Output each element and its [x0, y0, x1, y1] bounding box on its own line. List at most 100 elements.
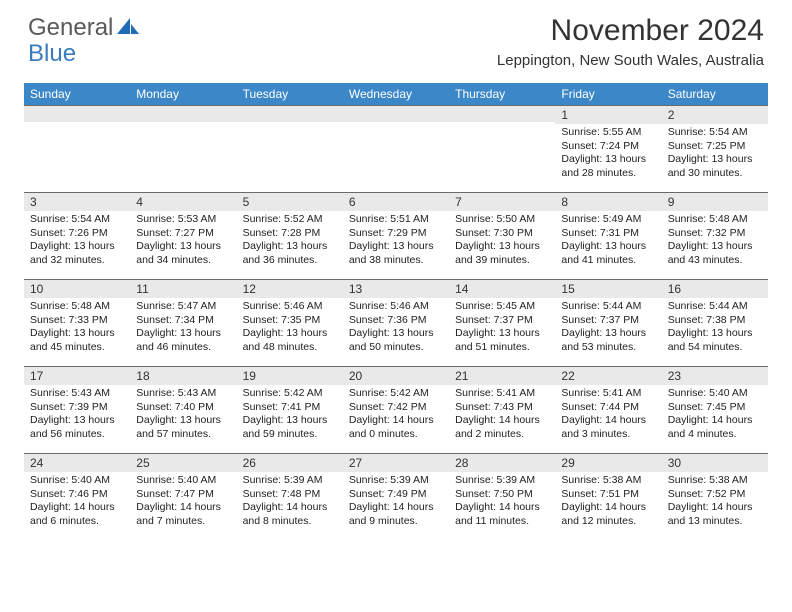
- sunrise-text: Sunrise: 5:48 AM: [668, 213, 762, 227]
- calendar-cell: 19Sunrise: 5:42 AMSunset: 7:41 PMDayligh…: [237, 367, 343, 454]
- day-content: Sunrise: 5:40 AMSunset: 7:47 PMDaylight:…: [130, 472, 236, 533]
- day-content: Sunrise: 5:54 AMSunset: 7:25 PMDaylight:…: [662, 124, 768, 185]
- sunrise-text: Sunrise: 5:42 AM: [349, 387, 443, 401]
- day-content: Sunrise: 5:38 AMSunset: 7:51 PMDaylight:…: [555, 472, 661, 533]
- daylight-text: Daylight: 13 hours and 39 minutes.: [455, 240, 549, 267]
- calendar-cell: 1Sunrise: 5:55 AMSunset: 7:24 PMDaylight…: [555, 106, 661, 193]
- calendar-cell: 2Sunrise: 5:54 AMSunset: 7:25 PMDaylight…: [662, 106, 768, 193]
- calendar-cell: 13Sunrise: 5:46 AMSunset: 7:36 PMDayligh…: [343, 280, 449, 367]
- calendar-row: 24Sunrise: 5:40 AMSunset: 7:46 PMDayligh…: [24, 454, 768, 541]
- calendar-cell: [449, 106, 555, 193]
- day-number: 29: [555, 454, 661, 472]
- sunset-text: Sunset: 7:31 PM: [561, 227, 655, 241]
- calendar-cell: 10Sunrise: 5:48 AMSunset: 7:33 PMDayligh…: [24, 280, 130, 367]
- day-number: 1: [555, 106, 661, 124]
- day-number: 19: [237, 367, 343, 385]
- calendar-cell: 21Sunrise: 5:41 AMSunset: 7:43 PMDayligh…: [449, 367, 555, 454]
- sunrise-text: Sunrise: 5:39 AM: [243, 474, 337, 488]
- day-number: 15: [555, 280, 661, 298]
- sunset-text: Sunset: 7:43 PM: [455, 401, 549, 415]
- daylight-text: Daylight: 14 hours and 0 minutes.: [349, 414, 443, 441]
- calendar-cell: 14Sunrise: 5:45 AMSunset: 7:37 PMDayligh…: [449, 280, 555, 367]
- sunset-text: Sunset: 7:44 PM: [561, 401, 655, 415]
- day-content: Sunrise: 5:49 AMSunset: 7:31 PMDaylight:…: [555, 211, 661, 272]
- day-content: Sunrise: 5:48 AMSunset: 7:33 PMDaylight:…: [24, 298, 130, 359]
- calendar-cell: 12Sunrise: 5:46 AMSunset: 7:35 PMDayligh…: [237, 280, 343, 367]
- sunrise-text: Sunrise: 5:44 AM: [668, 300, 762, 314]
- logo: General: [28, 14, 141, 42]
- calendar-cell: [130, 106, 236, 193]
- day-content: Sunrise: 5:42 AMSunset: 7:41 PMDaylight:…: [237, 385, 343, 446]
- day-header: Thursday: [449, 83, 555, 106]
- calendar-cell: 18Sunrise: 5:43 AMSunset: 7:40 PMDayligh…: [130, 367, 236, 454]
- daylight-text: Daylight: 13 hours and 34 minutes.: [136, 240, 230, 267]
- sunset-text: Sunset: 7:33 PM: [30, 314, 124, 328]
- sunset-text: Sunset: 7:37 PM: [455, 314, 549, 328]
- day-number: 3: [24, 193, 130, 211]
- daylight-text: Daylight: 14 hours and 12 minutes.: [561, 501, 655, 528]
- sunset-text: Sunset: 7:39 PM: [30, 401, 124, 415]
- day-number: 2: [662, 106, 768, 124]
- sunset-text: Sunset: 7:32 PM: [668, 227, 762, 241]
- sunrise-text: Sunrise: 5:38 AM: [668, 474, 762, 488]
- daylight-text: Daylight: 14 hours and 13 minutes.: [668, 501, 762, 528]
- day-number: 27: [343, 454, 449, 472]
- sunrise-text: Sunrise: 5:54 AM: [668, 126, 762, 140]
- sunset-text: Sunset: 7:30 PM: [455, 227, 549, 241]
- day-number: 18: [130, 367, 236, 385]
- sunrise-text: Sunrise: 5:39 AM: [455, 474, 549, 488]
- sunrise-text: Sunrise: 5:45 AM: [455, 300, 549, 314]
- day-header: Tuesday: [237, 83, 343, 106]
- day-content: Sunrise: 5:47 AMSunset: 7:34 PMDaylight:…: [130, 298, 236, 359]
- month-title: November 2024: [497, 14, 764, 48]
- calendar-row: 17Sunrise: 5:43 AMSunset: 7:39 PMDayligh…: [24, 367, 768, 454]
- daylight-text: Daylight: 13 hours and 28 minutes.: [561, 153, 655, 180]
- calendar-cell: 7Sunrise: 5:50 AMSunset: 7:30 PMDaylight…: [449, 193, 555, 280]
- daylight-text: Daylight: 14 hours and 3 minutes.: [561, 414, 655, 441]
- sunrise-text: Sunrise: 5:42 AM: [243, 387, 337, 401]
- sunrise-text: Sunrise: 5:46 AM: [349, 300, 443, 314]
- daylight-text: Daylight: 14 hours and 8 minutes.: [243, 501, 337, 528]
- day-number: 5: [237, 193, 343, 211]
- sunset-text: Sunset: 7:34 PM: [136, 314, 230, 328]
- day-header: Wednesday: [343, 83, 449, 106]
- sunset-text: Sunset: 7:48 PM: [243, 488, 337, 502]
- day-number: 16: [662, 280, 768, 298]
- sunset-text: Sunset: 7:36 PM: [349, 314, 443, 328]
- daylight-text: Daylight: 13 hours and 43 minutes.: [668, 240, 762, 267]
- day-content: Sunrise: 5:39 AMSunset: 7:48 PMDaylight:…: [237, 472, 343, 533]
- calendar-cell: 26Sunrise: 5:39 AMSunset: 7:48 PMDayligh…: [237, 454, 343, 541]
- day-number: 30: [662, 454, 768, 472]
- sunrise-text: Sunrise: 5:49 AM: [561, 213, 655, 227]
- sunset-text: Sunset: 7:42 PM: [349, 401, 443, 415]
- sunrise-text: Sunrise: 5:48 AM: [30, 300, 124, 314]
- sunset-text: Sunset: 7:26 PM: [30, 227, 124, 241]
- calendar-table: Sunday Monday Tuesday Wednesday Thursday…: [24, 83, 768, 541]
- daylight-text: Daylight: 13 hours and 36 minutes.: [243, 240, 337, 267]
- daylight-text: Daylight: 13 hours and 48 minutes.: [243, 327, 337, 354]
- calendar-cell: 29Sunrise: 5:38 AMSunset: 7:51 PMDayligh…: [555, 454, 661, 541]
- location-text: Leppington, New South Wales, Australia: [497, 52, 764, 69]
- calendar-body: 1Sunrise: 5:55 AMSunset: 7:24 PMDaylight…: [24, 106, 768, 541]
- sunset-text: Sunset: 7:45 PM: [668, 401, 762, 415]
- day-header: Friday: [555, 83, 661, 106]
- sunrise-text: Sunrise: 5:55 AM: [561, 126, 655, 140]
- calendar-cell: 25Sunrise: 5:40 AMSunset: 7:47 PMDayligh…: [130, 454, 236, 541]
- day-content: Sunrise: 5:50 AMSunset: 7:30 PMDaylight:…: [449, 211, 555, 272]
- calendar-cell: 30Sunrise: 5:38 AMSunset: 7:52 PMDayligh…: [662, 454, 768, 541]
- day-number: 14: [449, 280, 555, 298]
- day-number: [449, 106, 555, 122]
- day-number: [343, 106, 449, 122]
- day-content: Sunrise: 5:46 AMSunset: 7:36 PMDaylight:…: [343, 298, 449, 359]
- sunset-text: Sunset: 7:40 PM: [136, 401, 230, 415]
- sunset-text: Sunset: 7:49 PM: [349, 488, 443, 502]
- calendar-cell: 11Sunrise: 5:47 AMSunset: 7:34 PMDayligh…: [130, 280, 236, 367]
- daylight-text: Daylight: 14 hours and 6 minutes.: [30, 501, 124, 528]
- daylight-text: Daylight: 13 hours and 57 minutes.: [136, 414, 230, 441]
- day-content: Sunrise: 5:54 AMSunset: 7:26 PMDaylight:…: [24, 211, 130, 272]
- day-content: Sunrise: 5:41 AMSunset: 7:43 PMDaylight:…: [449, 385, 555, 446]
- calendar-cell: 24Sunrise: 5:40 AMSunset: 7:46 PMDayligh…: [24, 454, 130, 541]
- sunset-text: Sunset: 7:47 PM: [136, 488, 230, 502]
- daylight-text: Daylight: 14 hours and 4 minutes.: [668, 414, 762, 441]
- day-header-row: Sunday Monday Tuesday Wednesday Thursday…: [24, 83, 768, 106]
